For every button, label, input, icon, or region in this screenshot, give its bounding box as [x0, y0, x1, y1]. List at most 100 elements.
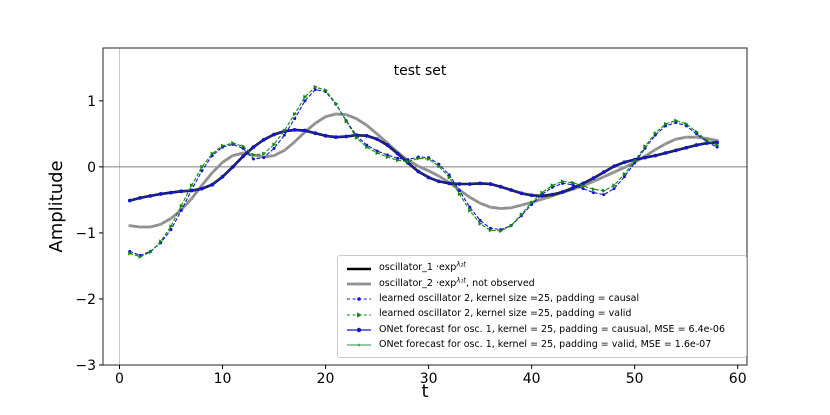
marker-circle — [303, 128, 307, 133]
marker-circle — [261, 137, 266, 142]
marker-triangle — [354, 135, 359, 140]
legend-label-text: oscillator_2 ·exp — [379, 277, 457, 289]
marker-triangle — [705, 138, 710, 143]
marker-square — [592, 180, 595, 183]
marker-dot — [293, 117, 297, 121]
marker-triangle — [653, 131, 658, 136]
marker-circle — [127, 198, 132, 203]
marker-triangle — [200, 164, 205, 169]
legend-item: learned oscillator 2, kernel size =25, p… — [345, 307, 739, 322]
marker-dot — [282, 133, 286, 137]
legend-item: ONet forecast for osc. 1, kernel = 25, p… — [345, 338, 739, 353]
marker-triangle — [715, 142, 720, 148]
legend-line-sample — [347, 282, 371, 286]
legend-label-text: learned oscillator 2, kernel size =25, p… — [379, 308, 632, 320]
marker-triangle — [313, 84, 318, 90]
marker-square — [612, 170, 616, 174]
y-tick-label: −3 — [75, 358, 96, 374]
marker-square — [221, 160, 224, 164]
marker-triangle — [159, 239, 164, 244]
marker-circle — [437, 179, 441, 184]
legend-label: oscillator_2 ·expλ₁t, not observed — [379, 276, 535, 289]
marker-dot — [447, 173, 451, 177]
marker-circle — [560, 190, 565, 194]
marker-circle — [251, 145, 256, 149]
marker-square — [623, 166, 626, 169]
marker-triangle — [560, 179, 565, 184]
marker-triangle — [478, 221, 483, 226]
marker-square — [695, 135, 698, 139]
marker-dot — [272, 146, 276, 150]
marker-circle — [478, 181, 483, 186]
marker-circle — [200, 186, 204, 191]
marker-triangle — [241, 144, 246, 149]
marker-square — [478, 201, 482, 205]
marker-square — [334, 112, 338, 116]
x-axis-label: t — [421, 381, 428, 402]
marker-dot — [313, 88, 317, 92]
marker-triangle — [138, 254, 143, 259]
marker-circle — [210, 182, 215, 187]
marker-square — [365, 123, 369, 127]
marker-circle — [498, 184, 503, 189]
legend-item: oscillator_1 ·expλ₂t — [345, 261, 739, 276]
marker-square — [437, 174, 441, 178]
marker-square — [386, 141, 389, 145]
marker-circle — [230, 164, 235, 169]
marker-circle — [529, 193, 534, 198]
marker-square — [190, 197, 193, 200]
legend-label: ONet forecast for osc. 1, kernel = 25, p… — [379, 324, 725, 335]
marker-triangle — [375, 150, 380, 156]
marker-triangle — [169, 224, 174, 229]
marker-square — [664, 142, 667, 146]
marker-triangle — [385, 154, 390, 160]
legend-label-suffix: , not observed — [466, 277, 535, 289]
marker-dot — [602, 193, 606, 197]
marker-triangle — [272, 142, 277, 147]
marker-square — [653, 148, 657, 152]
marker-triangle — [282, 128, 287, 133]
marker-circle — [169, 190, 173, 195]
marker-triangle — [190, 183, 195, 188]
marker-dot — [200, 169, 204, 173]
marker-triangle — [550, 183, 555, 188]
marker-dot — [190, 188, 194, 192]
x-tick-label: 50 — [626, 371, 644, 387]
marker-dot — [251, 157, 255, 161]
marker-circle — [375, 137, 379, 142]
legend-label-superscript: λ₁t — [456, 276, 467, 285]
marker-circle — [179, 189, 184, 194]
marker-dot — [468, 205, 472, 209]
marker-circle — [272, 132, 276, 137]
legend-sample-marker — [357, 312, 362, 318]
marker-circle — [591, 176, 596, 181]
legend-label-text: ONet forecast for osc. 1, kernel = 25, p… — [379, 339, 712, 351]
marker-square — [210, 171, 214, 175]
legend-label-text: oscillator_1 ·exp — [379, 262, 457, 274]
legend-label-text: learned oscillator 2, kernel size =25, p… — [379, 293, 640, 305]
marker-triangle — [220, 143, 225, 148]
marker-triangle — [323, 88, 328, 93]
marker-circle — [663, 151, 668, 155]
marker-triangle — [694, 129, 699, 134]
marker-circle — [447, 181, 452, 186]
marker-triangle — [530, 200, 535, 205]
marker-triangle — [179, 203, 184, 208]
marker-triangle — [519, 212, 524, 217]
marker-triangle — [416, 156, 421, 161]
marker-square — [293, 140, 296, 144]
marker-circle — [674, 148, 678, 153]
marker-circle — [684, 145, 689, 150]
marker-circle — [550, 192, 555, 197]
marker-circle — [138, 196, 142, 200]
legend-line-sample — [347, 312, 371, 318]
marker-dot — [591, 191, 595, 195]
marker-triangle — [571, 180, 576, 185]
marker-circle — [323, 133, 328, 138]
marker-square — [344, 113, 348, 117]
marker-circle — [426, 175, 431, 180]
legend-line-sample — [347, 267, 371, 270]
marker-circle — [570, 186, 575, 190]
marker-triangle — [633, 158, 638, 164]
